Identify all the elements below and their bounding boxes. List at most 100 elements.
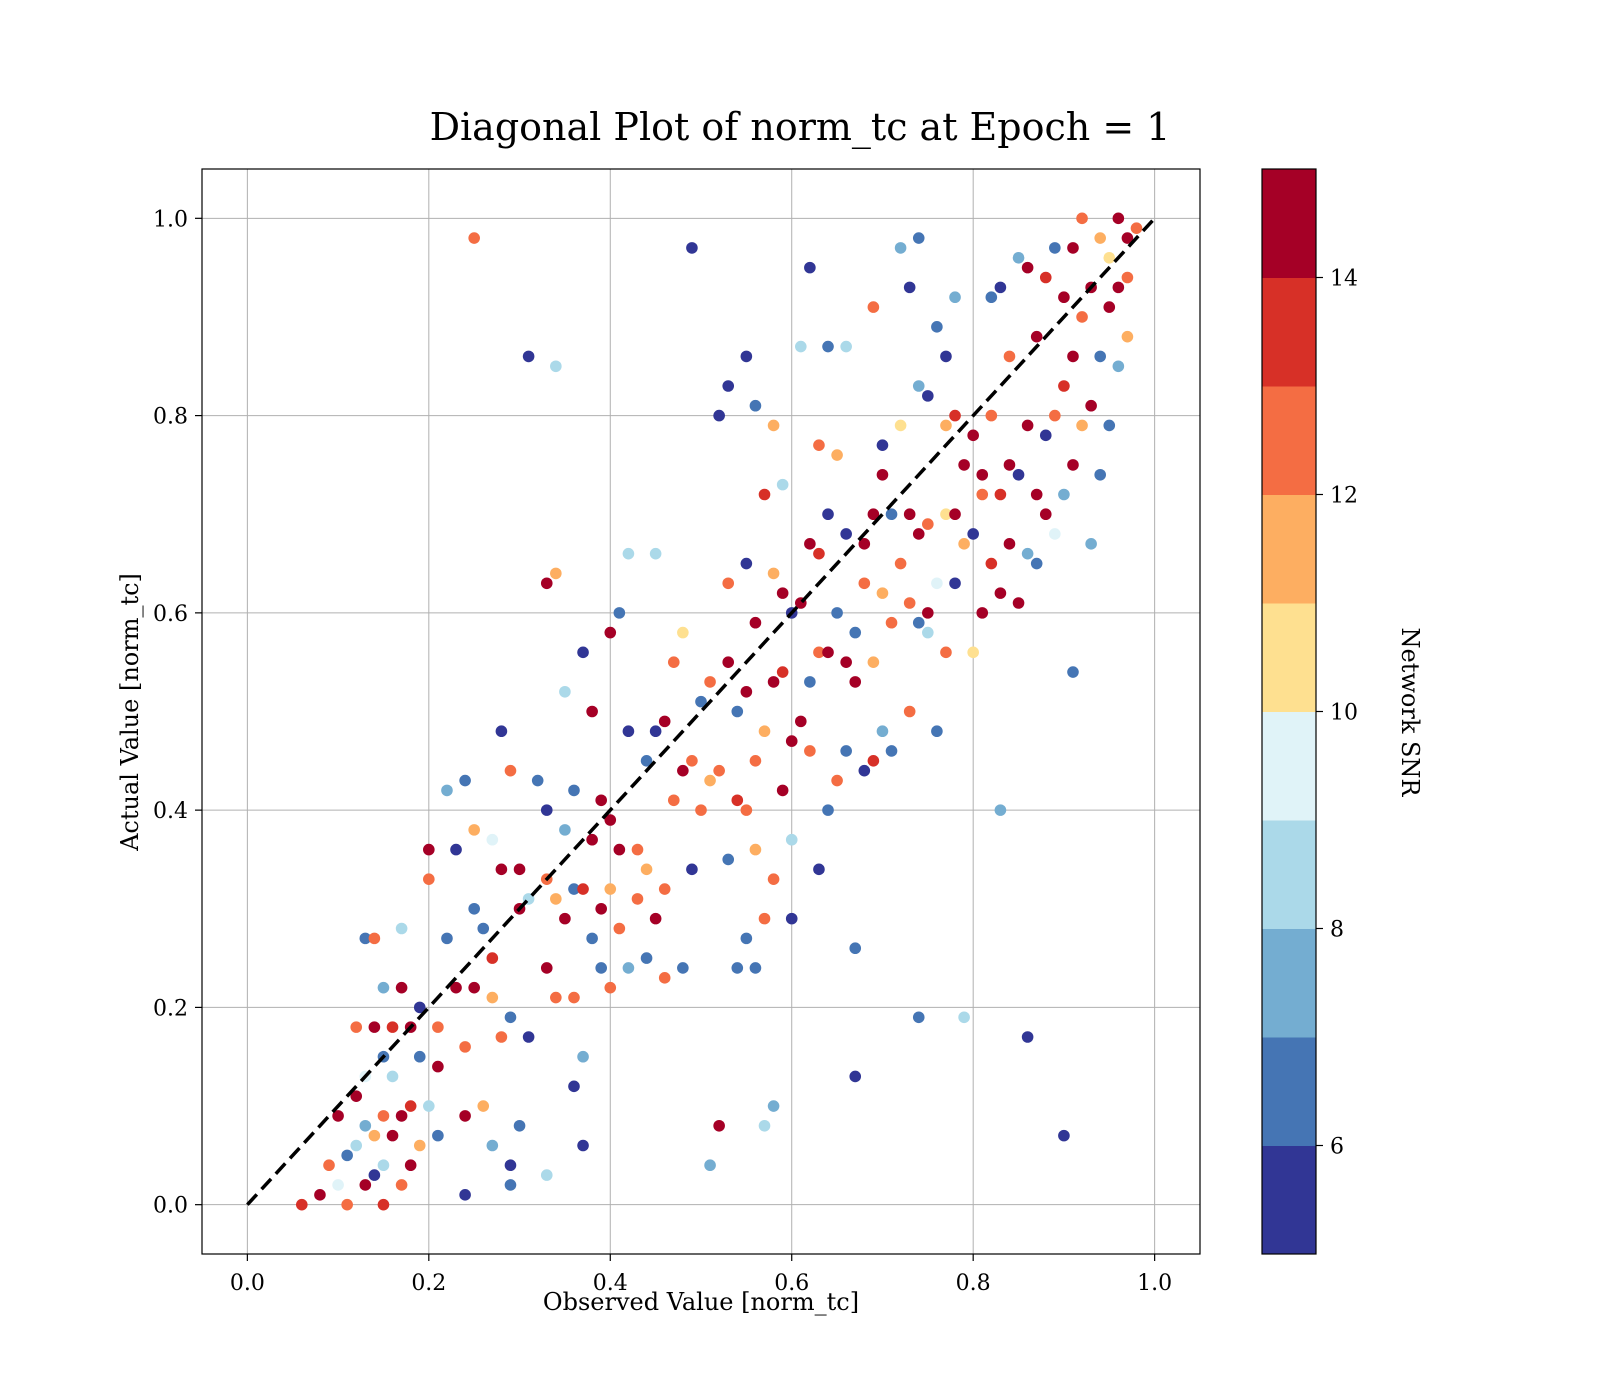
- data-point: [894, 557, 907, 570]
- data-point: [695, 804, 707, 816]
- colorbar-tick-label: 6: [1330, 1135, 1344, 1160]
- data-point: [1067, 666, 1079, 678]
- data-point: [1058, 488, 1070, 501]
- data-point: [749, 755, 762, 767]
- data-point: [395, 1110, 408, 1122]
- data-point: [658, 883, 671, 895]
- data-point: [359, 1179, 372, 1191]
- data-point: [332, 1179, 344, 1191]
- data-point: [758, 1119, 771, 1132]
- y-axis-label: Actual Value [norm_tc]: [116, 573, 144, 852]
- x-tick-label: 1.0: [1137, 1271, 1172, 1296]
- data-point: [1112, 360, 1125, 373]
- data-point: [568, 991, 580, 1004]
- data-point: [577, 1139, 589, 1152]
- data-point: [894, 419, 907, 432]
- data-point: [785, 912, 798, 925]
- colorbar-band: [1262, 1145, 1316, 1255]
- data-point: [949, 577, 961, 590]
- data-point: [658, 715, 671, 728]
- data-point: [1049, 409, 1061, 422]
- plot-frame: [201, 168, 1201, 1255]
- data-point: [767, 1100, 780, 1112]
- data-point: [577, 1050, 589, 1063]
- data-point: [459, 774, 471, 787]
- data-point: [323, 1159, 335, 1172]
- data-point: [568, 883, 580, 895]
- data-point: [1121, 330, 1134, 343]
- data-point: [1130, 222, 1143, 234]
- data-point: [713, 1119, 725, 1132]
- data-point: [903, 597, 916, 609]
- data-point: [686, 755, 698, 767]
- data-point: [640, 952, 653, 964]
- data-point: [1085, 538, 1097, 550]
- data-point: [1067, 242, 1079, 254]
- data-point: [967, 528, 979, 540]
- data-point: [931, 577, 943, 590]
- data-point: [604, 626, 617, 639]
- data-point: [441, 784, 453, 797]
- x-tick-label: 0.2: [411, 1271, 446, 1296]
- data-point: [1076, 311, 1088, 323]
- data-point: [622, 725, 635, 738]
- data-point: [540, 804, 553, 816]
- x-tick-label: 0.4: [593, 1271, 628, 1296]
- data-point: [404, 1100, 417, 1112]
- y-tick-label: 0.8: [153, 405, 188, 430]
- colorbar: [1261, 168, 1317, 1255]
- data-point: [912, 380, 925, 392]
- data-point: [296, 1198, 308, 1211]
- data-point: [767, 676, 780, 688]
- data-point: [477, 922, 490, 935]
- data-point: [586, 932, 598, 945]
- data-point: [540, 1169, 553, 1181]
- data-point: [876, 725, 889, 738]
- x-axis-label: Observed Value [norm_tc]: [543, 1288, 859, 1316]
- data-point: [876, 587, 889, 599]
- x-tick-label: 0.6: [774, 1271, 809, 1296]
- data-point: [758, 912, 771, 925]
- data-point: [441, 932, 453, 945]
- data-point: [940, 508, 952, 521]
- data-point: [495, 863, 508, 876]
- data-point: [713, 409, 725, 422]
- data-point: [649, 547, 662, 560]
- data-point: [822, 508, 834, 521]
- data-point: [1121, 232, 1134, 244]
- data-point: [885, 616, 898, 629]
- data-point: [776, 784, 789, 797]
- data-point: [1103, 251, 1116, 264]
- data-point: [804, 261, 816, 274]
- data-point: [912, 616, 925, 629]
- data-point: [876, 439, 889, 451]
- data-point: [831, 607, 843, 619]
- data-point: [867, 755, 880, 767]
- data-point: [749, 616, 762, 629]
- chart-title: Diagonal Plot of norm_tc at Epoch = 1: [430, 105, 1171, 150]
- data-point: [813, 646, 825, 659]
- data-point: [704, 1159, 716, 1172]
- data-point: [994, 281, 1007, 294]
- data-point: [377, 981, 390, 994]
- data-point: [1021, 419, 1034, 432]
- data-point: [513, 863, 526, 876]
- data-point: [640, 755, 653, 767]
- data-point: [413, 1050, 426, 1063]
- data-point: [341, 1149, 353, 1162]
- data-point: [785, 735, 798, 747]
- data-point: [332, 1110, 344, 1122]
- data-point: [831, 774, 843, 787]
- data-point: [776, 587, 789, 599]
- data-point: [731, 962, 744, 974]
- data-point: [522, 1031, 535, 1043]
- data-point: [477, 1100, 490, 1112]
- data-point: [495, 1031, 508, 1043]
- data-point: [940, 350, 952, 363]
- data-point: [649, 725, 662, 738]
- data-point: [867, 301, 880, 313]
- data-point: [949, 291, 961, 304]
- data-point: [413, 1139, 426, 1152]
- data-point: [958, 1011, 970, 1024]
